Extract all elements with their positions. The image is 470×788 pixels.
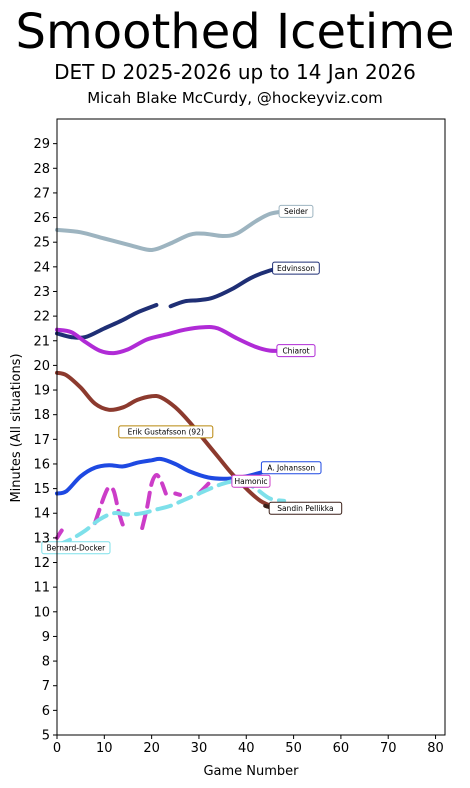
series-label-text: Hamonic <box>234 477 267 486</box>
y-tick-label: 15 <box>33 482 50 497</box>
x-axis-label: Game Number <box>203 764 299 779</box>
x-tick-label: 60 <box>333 741 350 756</box>
chart-title: Smoothed Icetime <box>15 4 455 60</box>
series-line-hamonic-seg2 <box>140 473 168 530</box>
x-tick-label: 20 <box>143 741 160 756</box>
series-line-edvinsson-seg1 <box>168 266 287 309</box>
y-tick-label: 25 <box>33 236 50 251</box>
y-tick-label: 26 <box>33 211 50 226</box>
y-tick-label: 17 <box>33 433 50 448</box>
series-line-chiarot <box>55 325 287 356</box>
labels-layer: Seider Edvinsson Chiarot Erik Gustafsson (9… <box>41 204 343 555</box>
plot-frame <box>56 118 446 736</box>
y-axis-label: Minutes (All situations) <box>9 353 24 502</box>
series-line-erik-gustafsson-92 <box>55 370 287 511</box>
x-tick-label: 50 <box>285 741 302 756</box>
y-tick-label: 13 <box>33 531 50 546</box>
series-layer <box>55 209 287 548</box>
y-tick-label: 6 <box>42 704 50 719</box>
y-tick-label: 29 <box>33 137 50 152</box>
x-tick-label: 30 <box>191 741 208 756</box>
chart-credit: Micah Blake McCurdy, @hockeyviz.com <box>87 89 383 107</box>
series-label-bernard-docker: Bernard-Docker <box>41 541 111 555</box>
y-tick-label: 23 <box>33 285 50 300</box>
y-tick-label: 24 <box>33 260 50 275</box>
y-tick-label: 14 <box>33 507 50 522</box>
y-tick-label: 27 <box>33 186 50 201</box>
series-label-hamonic: Hamonic <box>231 474 271 488</box>
series-label-chiarot: Chiarot <box>276 344 316 358</box>
x-tick-label: 40 <box>238 741 255 756</box>
series-line-hamonic-seg3 <box>173 491 182 497</box>
x-tick-label: 10 <box>96 741 113 756</box>
chart-subtitle: DET D 2025-2026 up to 14 Jan 2026 <box>54 60 416 84</box>
y-tick-label: 11 <box>33 581 50 596</box>
y-tick-label: 16 <box>33 457 50 472</box>
axes-layer: 0 10 20 30 40 50 60 70 80 5 6 7 8 9 10 11 12 13 14 15 16 17 18… <box>33 118 446 756</box>
series-label-edvinsson: Edvinsson <box>272 261 320 275</box>
x-tick-label: 80 <box>427 741 444 756</box>
series-line-hamonic-seg0 <box>55 528 64 540</box>
series-line-edvinsson-seg0 <box>55 303 159 340</box>
x-tick-label: 70 <box>380 741 397 756</box>
y-tick-label: 10 <box>33 605 50 620</box>
series-label-sandin-pellikka: Sandin Pellikka <box>268 501 343 515</box>
series-label-text: Erik Gustafsson (92) <box>128 428 204 437</box>
y-tick-label: 9 <box>42 630 50 645</box>
y-tick-label: 20 <box>33 359 50 374</box>
series-line-seider <box>55 209 287 253</box>
y-tick-label: 18 <box>33 408 50 423</box>
x-tick-label: 0 <box>53 741 61 756</box>
y-tick-label: 5 <box>42 729 50 744</box>
series-label-text: A. Johansson <box>267 463 315 472</box>
series-label-seider: Seider <box>278 204 314 218</box>
y-tick-label: 19 <box>33 384 50 399</box>
series-label-erik-gustafsson-92: Erik Gustafsson (92) <box>118 425 214 439</box>
series-label-text: Edvinsson <box>277 264 315 273</box>
series-label-text: Sandin Pellikka <box>277 504 333 513</box>
series-label-a-johansson: A. Johansson <box>260 461 322 475</box>
y-tick-label: 8 <box>42 655 50 670</box>
series-label-text: Chiarot <box>282 346 309 355</box>
y-tick-label: 22 <box>33 310 50 325</box>
y-tick-label: 12 <box>33 556 50 571</box>
series-label-text: Seider <box>284 207 309 216</box>
y-tick-label: 7 <box>42 679 50 694</box>
y-tick-label: 21 <box>33 334 50 349</box>
series-line-hamonic-seg1 <box>92 485 130 530</box>
y-tick-label: 28 <box>33 162 50 177</box>
series-label-text: Bernard-Docker <box>47 543 107 552</box>
